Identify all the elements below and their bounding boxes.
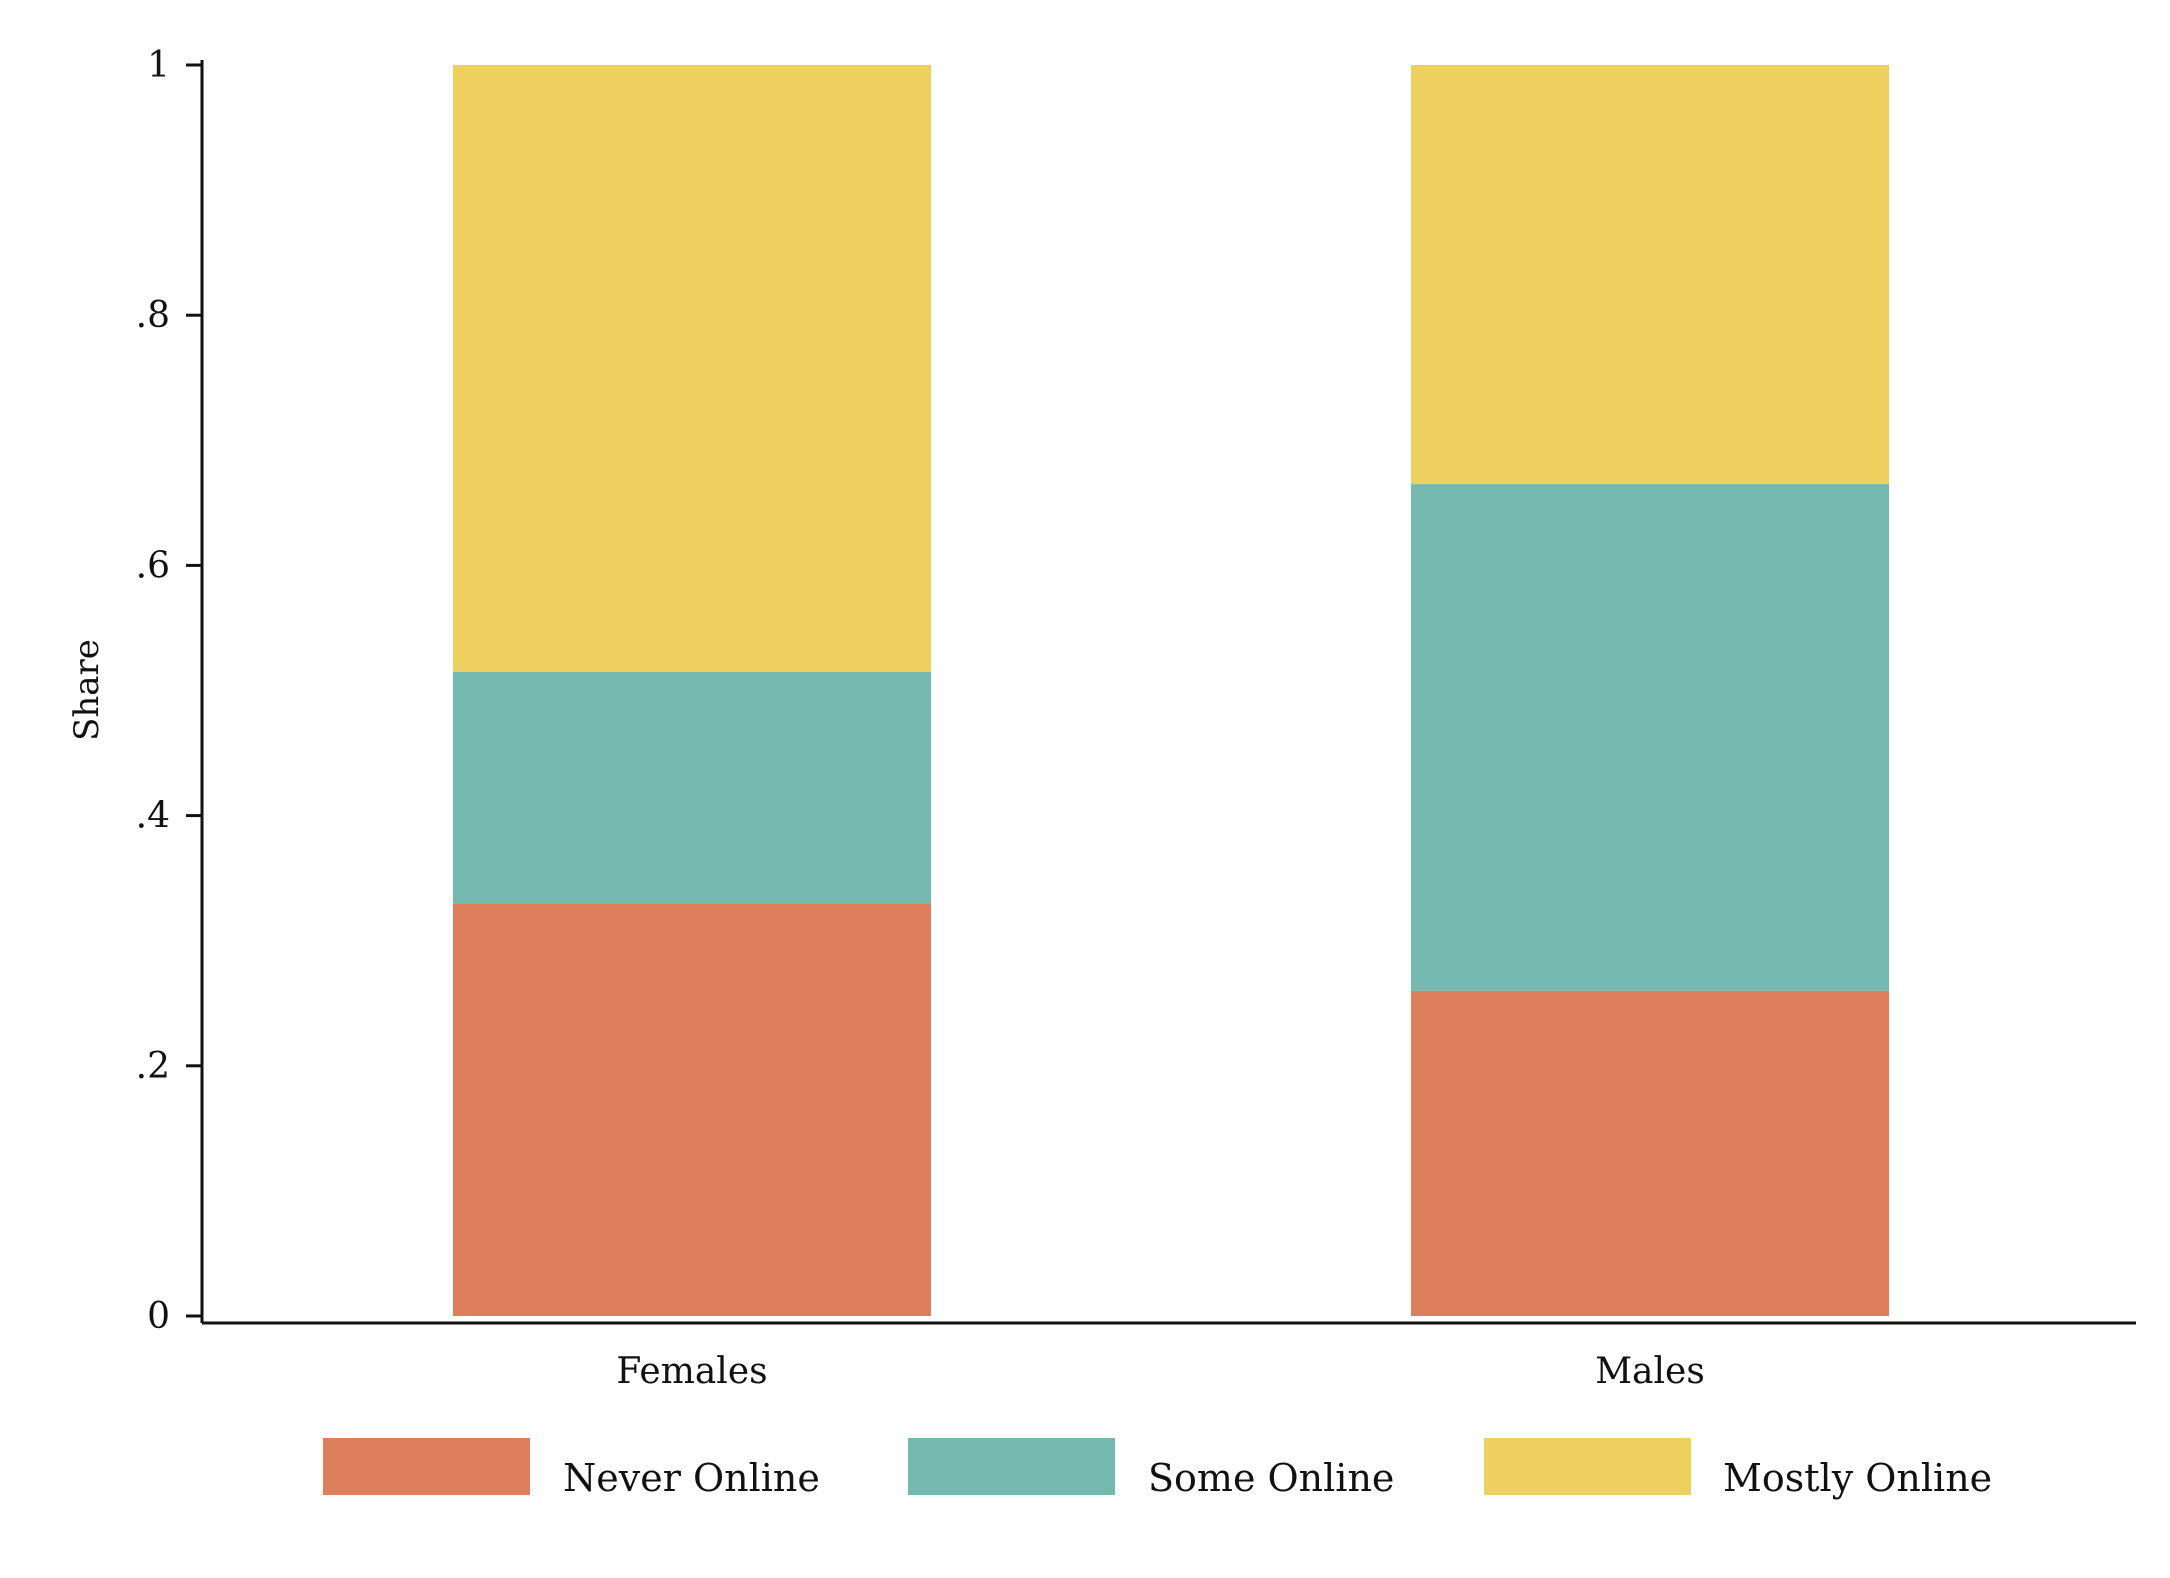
- x-category-label: Females: [616, 1351, 767, 1392]
- legend: Never Online Some Online Mostly Online: [323, 1438, 1992, 1500]
- bar-segment-males-mostly-online: [1411, 65, 1889, 485]
- bar-segment-females-never-online: [453, 903, 931, 1316]
- bar-segment-females-mostly-online: [453, 65, 931, 672]
- y-tick-label: .8: [136, 295, 170, 336]
- y-tick-label: 0: [147, 1296, 170, 1337]
- bar-segment-males-some-online: [1411, 484, 1889, 991]
- legend-swatch: [908, 1438, 1115, 1495]
- axes-layer: [200, 60, 2136, 1325]
- legend-label: Mostly Online: [1723, 1456, 1992, 1500]
- bar-segment-females-some-online: [453, 671, 931, 904]
- category-labels: Females Males: [616, 1351, 1704, 1392]
- y-ticks: 0 .2 .4 .6 .8 1: [136, 45, 202, 1337]
- y-tick-label: 1: [147, 45, 170, 86]
- y-tick-label: .2: [136, 1046, 170, 1087]
- bars-layer: [453, 65, 1889, 1316]
- y-tick-label: .4: [136, 796, 170, 837]
- y-tick-label: .6: [136, 545, 170, 586]
- y-axis-title: Share: [67, 639, 107, 741]
- legend-label: Some Online: [1148, 1456, 1394, 1500]
- x-category-label: Males: [1595, 1351, 1705, 1392]
- bar-segment-males-never-online: [1411, 990, 1889, 1316]
- legend-swatch: [1484, 1438, 1691, 1495]
- legend-swatch: [323, 1438, 530, 1495]
- legend-label: Never Online: [563, 1456, 820, 1500]
